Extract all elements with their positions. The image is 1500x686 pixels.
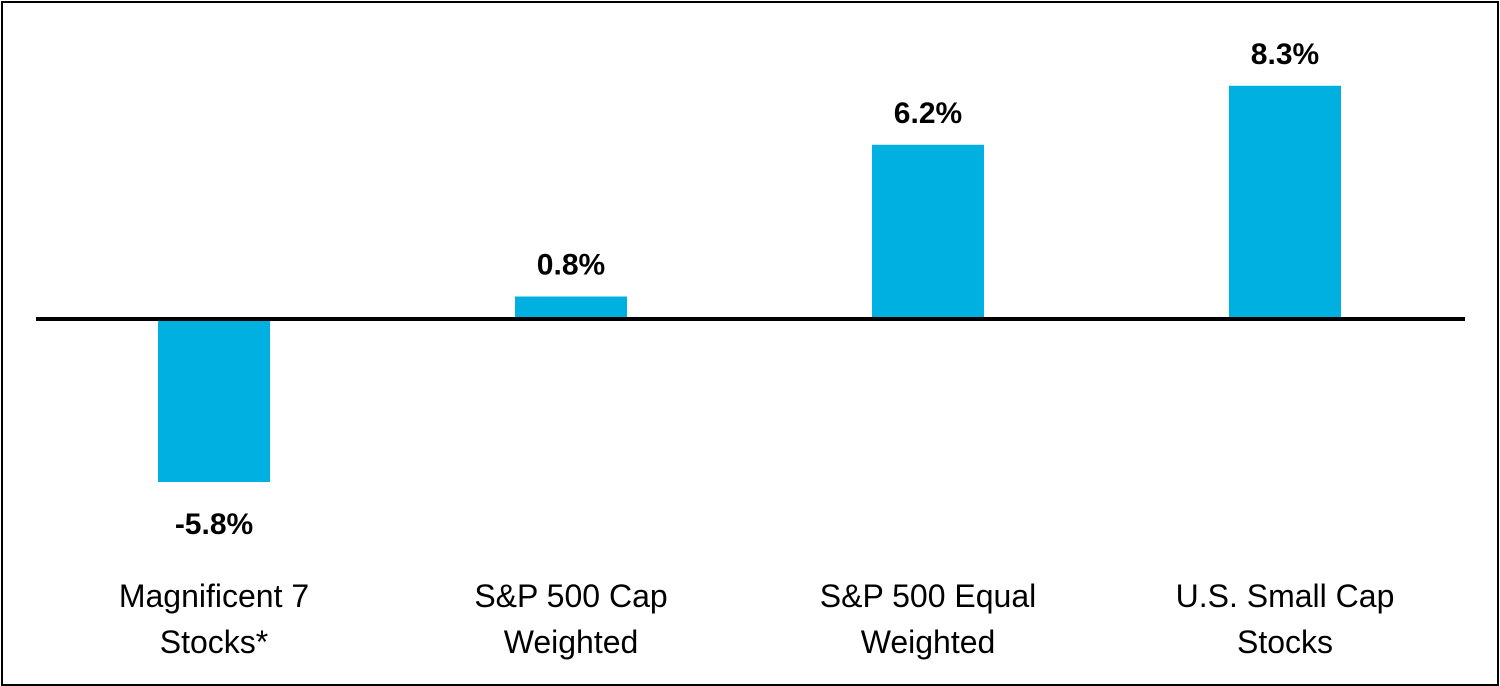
category-label-3-line-2: Stocks [1237, 624, 1333, 660]
category-label-0-line-1: Magnificent 7 [119, 578, 309, 614]
category-label-2-line-1: S&P 500 Equal [820, 578, 1036, 614]
data-label-2: 6.2% [894, 97, 962, 130]
category-label-0-line-2: Stocks* [160, 624, 268, 660]
bar-1 [515, 296, 627, 319]
data-label-3: 8.3% [1251, 38, 1319, 71]
bar-0 [158, 319, 270, 482]
bar-3 [1229, 85, 1341, 320]
data-label-0: -5.8% [175, 508, 253, 541]
data-label-1: 0.8% [537, 249, 605, 282]
category-label-1-line-2: Weighted [504, 624, 639, 660]
bars-layer [158, 85, 1341, 482]
bar-2 [872, 144, 984, 319]
category-label-2-line-2: Weighted [861, 624, 996, 660]
category-label-1-line-1: S&P 500 Cap [474, 578, 667, 614]
labels-layer: -5.8% Magnificent 7 Stocks* 0.8% S&P 500 Cap… [119, 38, 1395, 660]
category-label-3-line-1: U.S. Small Cap [1176, 578, 1395, 614]
